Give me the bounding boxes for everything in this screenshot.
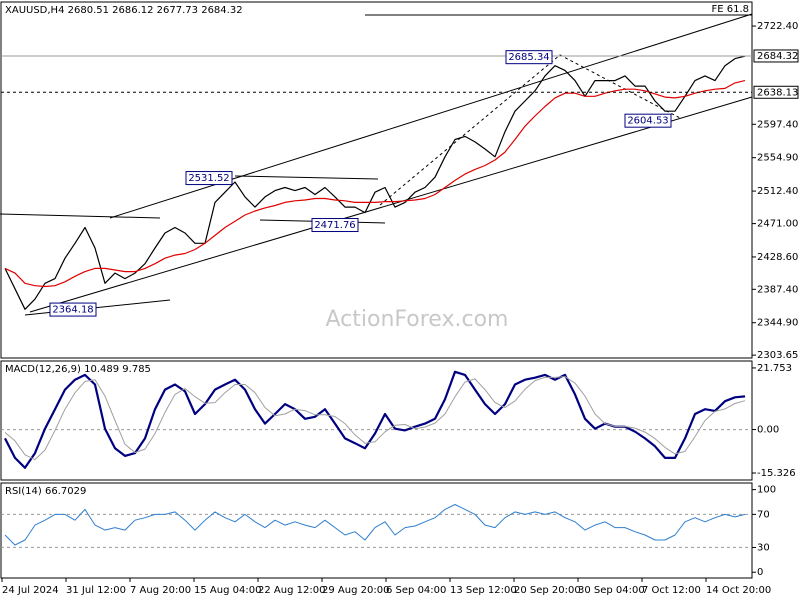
series-line: [4, 80, 746, 288]
y-tick-label: 2554.90: [757, 153, 798, 164]
x-tick-label: 31 Jul 12:00: [66, 585, 126, 596]
x-tick-label: 7 Oct 12:00: [642, 585, 701, 596]
y-tick-label: 2428.60: [757, 252, 798, 263]
y-tick-label: 0.00: [757, 425, 779, 436]
swing-box: [624, 113, 672, 128]
y-tick-label: 70: [757, 509, 770, 520]
swing-label: 2531.52: [188, 173, 229, 184]
y-tick-label: 2471.00: [757, 219, 798, 230]
y-tick-label: 2512.40: [757, 186, 798, 197]
price-label: 2684.32: [757, 51, 798, 62]
x-tick-label: 30 Sep 04:00: [578, 585, 645, 596]
swing-label: 2604.53: [627, 116, 668, 127]
series-line: [4, 376, 746, 461]
swing-box: [311, 218, 359, 233]
price-box: [753, 49, 799, 63]
channel-lower: [29, 96, 753, 313]
macd-panel: [0, 360, 753, 481]
macd-title: MACD(12,26,9) 10.489 9.785: [5, 364, 151, 375]
swing-box: [49, 302, 97, 317]
rsi-title: RSI(14) 66.7029: [5, 486, 86, 497]
y-tick-label: -15.326: [757, 468, 796, 479]
swing-label: 2685.34: [508, 52, 549, 63]
y-tick-label: 2303.65: [757, 350, 798, 361]
swing-box: [505, 50, 553, 65]
series-line: [4, 504, 746, 546]
watermark: ActionForex.com: [326, 307, 509, 332]
swing-label: 2364.18: [52, 305, 93, 316]
fe-label: FE 61.8: [711, 4, 749, 15]
x-tick-label: 14 Oct 20:00: [706, 585, 771, 596]
chart-title: XAUUSD,H4 2680.51 2686.12 2677.73 2684.3…: [5, 5, 243, 16]
x-tick-label: 13 Sep 12:00: [450, 585, 517, 596]
x-tick-label: 24 Jul 2024: [2, 585, 59, 596]
y-tick-label: 30: [757, 542, 770, 553]
y-tick-label: 2722.40: [757, 21, 798, 32]
y-tick-label: 100: [757, 485, 776, 496]
price-box: [753, 85, 799, 99]
x-tick-label: 22 Aug 12:00: [258, 585, 325, 596]
x-tick-label: 29 Aug 20:00: [322, 585, 389, 596]
x-tick-label: 7 Aug 20:00: [130, 585, 191, 596]
swing-box: [185, 171, 233, 186]
x-tick-label: 20 Sep 20:00: [514, 585, 581, 596]
price-label: 2638.13: [757, 87, 798, 98]
fib-path: [379, 54, 681, 206]
y-tick-label: 21.753: [757, 363, 792, 374]
y-tick-label: 0: [757, 567, 763, 578]
swing-label: 2471.76: [314, 220, 355, 231]
x-tick-label: 6 Sep 04:00: [386, 585, 446, 596]
rsi-panel: [0, 482, 753, 579]
trend-line: [24, 299, 171, 316]
trend-line: [234, 175, 379, 180]
main-panel: [0, 1, 753, 359]
y-tick-label: 2344.90: [757, 318, 798, 329]
y-tick-label: 2387.40: [757, 284, 798, 295]
y-tick-label: 2597.40: [757, 119, 798, 130]
trend-line: [0, 213, 161, 219]
series-line: [4, 55, 746, 310]
x-tick-label: 15 Aug 04:00: [194, 585, 261, 596]
